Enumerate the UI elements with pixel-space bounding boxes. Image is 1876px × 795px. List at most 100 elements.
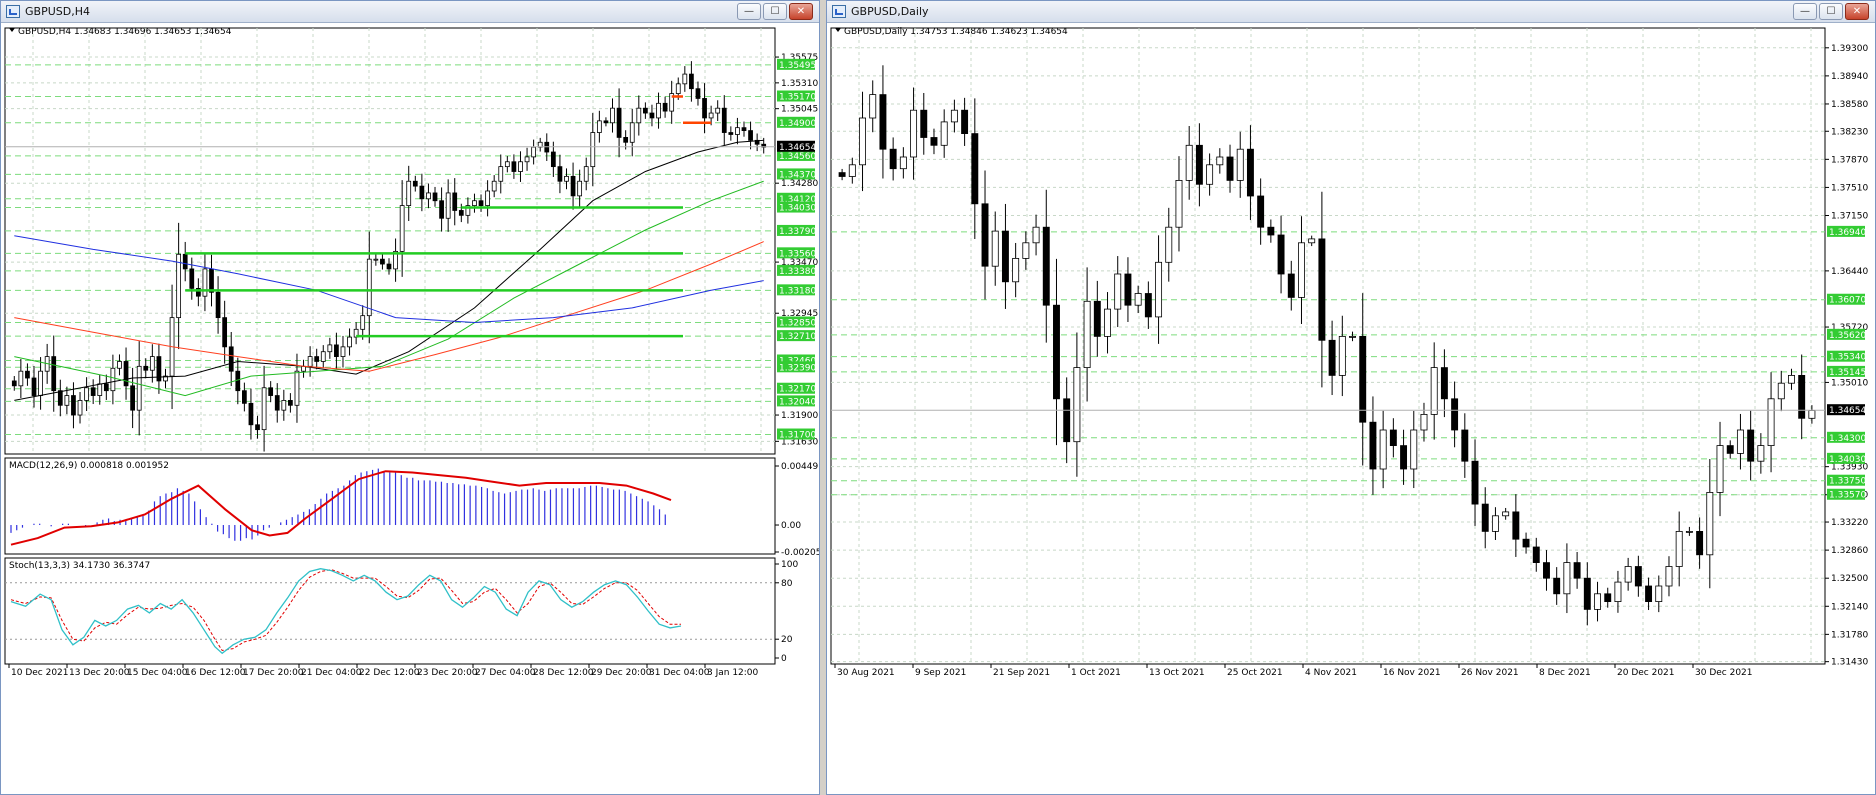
- daily-title-bar[interactable]: GBPUSD,Daily — ☐ ✕: [827, 1, 1875, 23]
- bear-candle: [386, 263, 392, 270]
- bear-candle: [662, 102, 668, 112]
- bull-candle: [1788, 374, 1795, 384]
- bear-candle: [143, 365, 149, 371]
- level-label: 1.34560: [779, 152, 816, 162]
- price-scale-label: 1.37150: [1831, 212, 1868, 222]
- bear-candle: [702, 98, 707, 119]
- chart-window-icon: [832, 5, 846, 18]
- daily-chart-area[interactable]: 1.39300 1.38940 1.38580 1.38230 1.37870 1.375…: [829, 24, 1875, 794]
- bear-candle: [432, 192, 438, 202]
- level-label-box: [1827, 431, 1865, 443]
- moving-average-blue: [14, 235, 764, 324]
- bear-candle: [209, 268, 214, 293]
- bull-candle: [518, 161, 523, 172]
- level-label: 1.35145: [1829, 368, 1866, 378]
- bull-candle: [1155, 261, 1163, 318]
- bull-candle: [531, 146, 536, 158]
- minimize-button[interactable]: —: [1793, 3, 1817, 20]
- daily-chart-header: GBPUSD,Daily 1.34753 1.34846 1.34623 1.3…: [844, 27, 1068, 37]
- bear-candle: [879, 94, 887, 150]
- chart-window-icon: [6, 5, 20, 18]
- level-label-box: [1827, 350, 1865, 362]
- bear-candle: [1053, 304, 1060, 400]
- h4-chart-area[interactable]: 1.35575 1.35310 1.35045 1.34280 1.33470 1.329…: [3, 24, 819, 794]
- bull-candle: [327, 344, 333, 353]
- time-axis-label: 22 Dec 12:00: [359, 668, 420, 678]
- bear-candle: [971, 133, 979, 205]
- bull-candle: [491, 180, 497, 192]
- time-axis-label: 16 Nov 2021: [1383, 668, 1441, 678]
- bull-candle: [18, 370, 24, 387]
- bull-candle: [1216, 156, 1224, 166]
- moving-average-black: [14, 139, 764, 401]
- bull-candle: [590, 132, 596, 168]
- level-label-box: [777, 395, 815, 407]
- level-label: 1.34030: [1829, 455, 1866, 465]
- price-panel-frame: [830, 27, 1826, 665]
- bull-candle: [675, 83, 681, 94]
- bull-candle: [1308, 238, 1316, 244]
- bear-candle: [1042, 226, 1050, 306]
- level-label-box: [777, 90, 815, 102]
- bear-candle: [920, 109, 928, 138]
- bear-candle: [90, 387, 96, 396]
- time-axis-label: 13 Dec 20:00: [69, 668, 130, 678]
- bear-candle: [1522, 538, 1530, 548]
- bear-candle: [182, 253, 188, 270]
- current-price-label: 1.34654: [779, 143, 816, 153]
- daily-chart-window[interactable]: GBPUSD,Daily — ☐ ✕ 1.39300 1.38940 1.38580…: [826, 0, 1876, 795]
- bull-candle: [669, 93, 675, 112]
- bear-candle: [550, 151, 556, 168]
- bear-candle: [452, 192, 458, 211]
- level-label-box: [1827, 293, 1865, 305]
- bear-candle: [478, 200, 484, 207]
- h4-chart-header: GBPUSD,H4 1.34683 1.34696 1.34653 1.3465…: [18, 27, 232, 37]
- bull-candle: [1175, 179, 1183, 228]
- bull-candle: [1338, 335, 1346, 376]
- price-scale-label: 1.38230: [1831, 127, 1868, 137]
- bear-candle: [1277, 234, 1285, 275]
- bear-candle: [235, 370, 241, 392]
- level-label-box: [777, 192, 815, 204]
- bull-candle: [340, 346, 346, 357]
- close-button[interactable]: ✕: [789, 3, 813, 20]
- bull-candle: [261, 387, 267, 431]
- price-scale-label: 1.35720: [1831, 323, 1868, 333]
- bear-candle: [1124, 273, 1132, 306]
- bull-candle: [1594, 593, 1601, 610]
- bear-candle: [616, 107, 622, 138]
- maximize-button[interactable]: ☐: [763, 3, 787, 20]
- bear-candle: [1389, 429, 1397, 447]
- h4-chart-window[interactable]: GBPUSD,H4 — ☐ ✕ 1.35575 1.35310 1.35045 1.3…: [0, 0, 820, 795]
- bull-candle: [524, 156, 530, 163]
- bull-candle: [1685, 530, 1693, 533]
- time-axis-label: 8 Dec 2021: [1539, 668, 1591, 678]
- bear-candle: [961, 109, 969, 134]
- macd-scale-label: 0.004497: [781, 462, 819, 472]
- bull-candle: [301, 365, 306, 372]
- bull-candle: [163, 375, 168, 382]
- bull-candle: [1206, 164, 1214, 185]
- bull-candle: [1349, 335, 1356, 338]
- bull-candle: [1032, 226, 1040, 244]
- time-axis-label: 27 Dec 04:00: [475, 668, 536, 678]
- bear-candle: [458, 210, 464, 216]
- time-axis-label: 9 Sep 2021: [915, 668, 966, 678]
- bull-candle: [950, 109, 958, 123]
- daily-window-title: GBPUSD,Daily: [851, 5, 929, 18]
- bear-candle: [1543, 562, 1550, 579]
- level-label: 1.33180: [779, 286, 816, 296]
- bear-candle: [1257, 195, 1265, 228]
- stoch-scale-label: 80: [781, 579, 793, 589]
- close-button[interactable]: ✕: [1845, 3, 1869, 20]
- bull-candle: [1491, 515, 1499, 532]
- h4-title-bar[interactable]: GBPUSD,H4 — ☐ ✕: [1, 1, 819, 23]
- bear-candle: [695, 88, 701, 99]
- maximize-button[interactable]: ☐: [1819, 3, 1843, 20]
- bull-candle: [136, 365, 142, 411]
- bear-candle: [268, 387, 274, 396]
- bear-candle: [1634, 566, 1642, 587]
- bull-candle: [682, 73, 688, 85]
- minimize-button[interactable]: —: [737, 3, 761, 20]
- bull-candle: [629, 122, 635, 143]
